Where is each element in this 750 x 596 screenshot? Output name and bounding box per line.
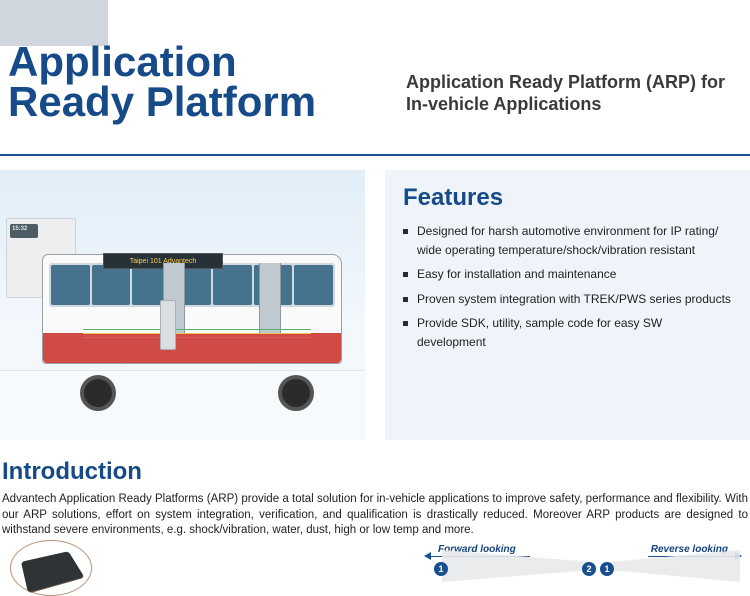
wire-yellow (83, 333, 311, 334)
header-row: Application Ready Platform Application R… (8, 42, 750, 122)
wiring-lines (43, 327, 341, 341)
subtitle-line1: Application Ready Platform (ARP) for (406, 71, 725, 94)
bus-stop-kiosk (160, 300, 176, 350)
introduction-body: Advantech Application Ready Platforms (A… (2, 492, 748, 539)
shelter-time: 15:32 (12, 226, 27, 232)
header-divider (0, 154, 750, 156)
features-panel: Features Designed for harsh automotive e… (385, 170, 750, 440)
badge-2: 2 (582, 562, 596, 576)
cone-forward (442, 550, 592, 582)
looking-diagram: Forward looking Reverse looking 121 (420, 544, 740, 590)
bus-graphic: Taipei 101 Advantech (42, 230, 342, 395)
wheel-front (80, 375, 116, 411)
title-line2: Ready Platform (8, 82, 316, 122)
introduction-section: Introduction Advantech Application Ready… (2, 458, 748, 539)
content-row: 15:32 Taipei 101 Advantech (0, 170, 750, 440)
features-heading: Features (403, 184, 732, 212)
title-line1: Application (8, 42, 316, 82)
page-subtitle: Application Ready Platform (ARP) for In-… (406, 71, 725, 116)
bus-illustration-panel: 15:32 Taipei 101 Advantech (0, 170, 365, 440)
badge-1: 1 (600, 562, 614, 576)
feature-item: Proven system integration with TREK/PWS … (403, 290, 732, 309)
feature-item: Designed for harsh automotive environmen… (403, 222, 732, 259)
bus-body: Taipei 101 Advantech (42, 254, 342, 364)
subtitle-line2: In-vehicle Applications (406, 93, 725, 116)
feature-item: Easy for installation and maintenance (403, 265, 732, 284)
features-list: Designed for harsh automotive environmen… (403, 222, 732, 352)
wheel-rear (278, 375, 314, 411)
wire-red (83, 337, 311, 338)
page-title: Application Ready Platform (8, 42, 316, 122)
feature-item: Provide SDK, utility, sample code for ea… (403, 314, 732, 351)
badge-1: 1 (434, 562, 448, 576)
bus-windows (49, 263, 335, 307)
bottom-row: Forward looking Reverse looking 121 (2, 544, 748, 592)
cone-reverse (610, 550, 740, 582)
introduction-heading: Introduction (2, 458, 748, 486)
wire-green (83, 329, 311, 330)
